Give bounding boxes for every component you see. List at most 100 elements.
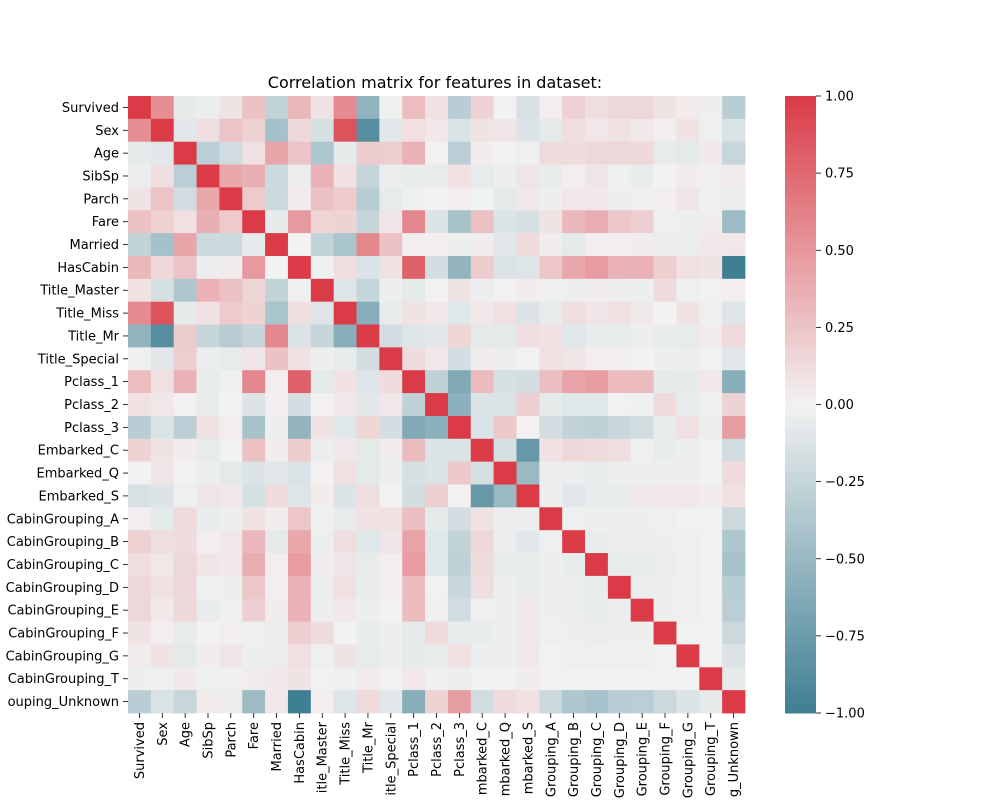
heatmap-cell <box>425 667 449 691</box>
heatmap-cell <box>356 370 380 394</box>
x-tick-label: Title_Miss <box>339 722 354 786</box>
x-tick-label: g_Unknown <box>727 722 742 797</box>
heatmap-cell <box>562 278 586 303</box>
heatmap-cell <box>150 278 175 303</box>
heatmap-cell <box>379 324 403 348</box>
heatmap-cell <box>562 255 586 280</box>
heatmap-cell <box>539 393 563 417</box>
heatmap-cell <box>287 461 312 485</box>
heatmap-cell <box>516 598 540 622</box>
heatmap-cell <box>493 96 517 120</box>
heatmap-cell <box>516 96 540 120</box>
colorbar-tick-label: 0.00 <box>825 398 854 413</box>
heatmap-cell <box>173 644 197 668</box>
heatmap-cell <box>310 370 335 394</box>
heatmap-cell <box>150 667 175 691</box>
colorbar-segment <box>785 185 816 190</box>
colorbar-segment <box>785 327 816 331</box>
colorbar-segment <box>785 500 816 504</box>
heatmap-cell <box>722 255 746 280</box>
colorbar-segment <box>785 342 816 347</box>
heatmap-cell <box>676 644 700 668</box>
heatmap-cell <box>516 530 540 554</box>
heatmap-cell <box>310 461 335 485</box>
heatmap-cell <box>676 393 700 417</box>
heatmap-cell <box>562 324 586 348</box>
x-tick-label: Sex <box>156 722 171 746</box>
heatmap-cell <box>219 118 243 143</box>
heatmap-cell <box>333 438 357 463</box>
colorbar-segment <box>785 271 816 276</box>
colorbar-segment <box>785 210 816 214</box>
heatmap-cell <box>219 621 243 645</box>
heatmap-cell <box>722 118 746 143</box>
heatmap-cell <box>196 690 220 714</box>
heatmap-cell <box>607 438 632 463</box>
heatmap-cell <box>310 301 335 325</box>
heatmap-cell <box>150 118 175 143</box>
heatmap-cell <box>425 553 449 577</box>
colorbar-segment <box>785 111 816 115</box>
colorbar-segment <box>785 191 816 196</box>
heatmap-cell <box>493 210 517 234</box>
heatmap-cell <box>562 438 586 463</box>
heatmap-cell <box>333 301 357 325</box>
heatmap-cell <box>676 667 700 691</box>
heatmap-cell <box>196 370 220 394</box>
heatmap-cell <box>585 438 609 463</box>
heatmap-cell <box>310 324 335 348</box>
heatmap-cell <box>356 530 380 554</box>
heatmap-cell <box>173 621 197 645</box>
heatmap-cell <box>425 690 449 714</box>
heatmap-cell <box>219 393 243 417</box>
heatmap-cell <box>150 530 175 554</box>
heatmap-cell <box>333 370 357 394</box>
heatmap-cell <box>379 644 403 668</box>
heatmap-cell <box>470 324 495 348</box>
heatmap-cell <box>447 233 472 257</box>
heatmap-cell <box>265 141 289 165</box>
heatmap-cell <box>607 96 632 120</box>
colorbar-segment <box>785 216 816 220</box>
heatmap-cell <box>493 415 517 440</box>
heatmap-cell <box>402 530 426 554</box>
heatmap-cell <box>333 210 357 234</box>
heatmap-cell <box>562 415 586 440</box>
colorbar-segment <box>785 697 816 702</box>
y-tick-label: CabinGrouping_G <box>6 649 119 664</box>
heatmap-cell <box>242 164 266 188</box>
heatmap-cell <box>173 575 197 600</box>
heatmap-cell <box>333 278 357 303</box>
colorbar-segment <box>785 99 816 103</box>
heatmap-cell <box>539 255 563 280</box>
colorbar-segment <box>785 382 816 387</box>
x-tick-label: Grouping_T <box>704 722 719 796</box>
heatmap-cell <box>493 667 517 691</box>
heatmap-cell <box>447 507 472 531</box>
heatmap-cell <box>356 324 380 348</box>
colorbar-segment <box>785 160 816 165</box>
heatmap-cell <box>653 484 677 508</box>
heatmap-cell <box>493 644 517 668</box>
heatmap-cell <box>493 141 517 165</box>
heatmap-cell <box>310 187 335 211</box>
heatmap-cell <box>562 690 586 714</box>
heatmap-cell <box>722 575 746 600</box>
heatmap-cell <box>128 141 152 165</box>
heatmap-cell <box>470 210 495 234</box>
heatmap-cell <box>447 96 472 120</box>
heatmap-cell <box>128 667 152 691</box>
heatmap-cell <box>287 507 312 531</box>
heatmap-cell <box>196 644 220 668</box>
heatmap-cell <box>219 164 243 188</box>
heatmap-cell <box>699 667 723 691</box>
colorbar-segment <box>785 182 816 186</box>
heatmap-cell <box>242 461 266 485</box>
heatmap-cell <box>585 347 609 371</box>
heatmap-cell <box>333 575 357 600</box>
heatmap-cell <box>607 324 632 348</box>
heatmap-cell <box>585 575 609 600</box>
colorbar-segment <box>785 348 816 353</box>
heatmap-cell <box>333 96 357 120</box>
heatmap-cell <box>493 690 517 714</box>
